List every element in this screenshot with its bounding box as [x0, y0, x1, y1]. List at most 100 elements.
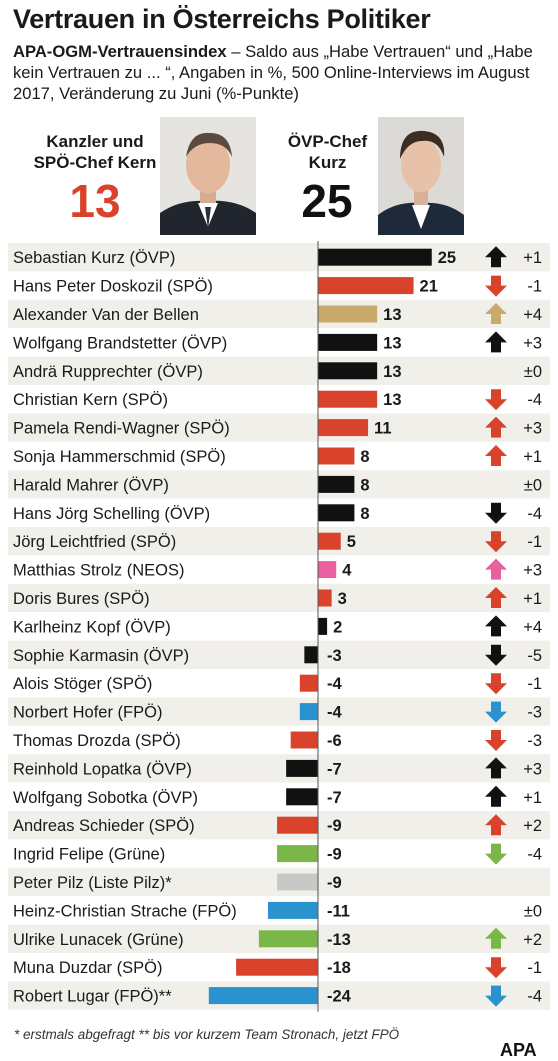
subtitle-bold: APA-OGM-Vertrauensindex: [13, 42, 227, 61]
bar-6: [318, 419, 369, 437]
change-label: +4: [523, 306, 542, 324]
value-label: 8: [360, 476, 369, 494]
change-label: -4: [527, 505, 542, 523]
arrow-down-icon: [485, 701, 507, 723]
change-label: +1: [523, 789, 542, 807]
change-label: +3: [523, 562, 542, 580]
arrow-down-icon: [485, 531, 507, 553]
portrait-left-value: 13: [69, 175, 121, 227]
chart-row-background: [8, 555, 550, 584]
bar-8: [318, 475, 355, 493]
arrow-down-icon: [485, 985, 507, 1007]
bar-17: [290, 731, 318, 749]
arrow-up-icon: [485, 303, 507, 324]
value-label: 13: [383, 306, 401, 324]
portrait-right-label-line2: Kurz: [308, 153, 347, 172]
chart-row-background: [8, 441, 550, 471]
chart-row-background: [8, 612, 550, 641]
bar-1: [318, 277, 414, 295]
bar-9: [318, 504, 355, 522]
change-label: +3: [523, 420, 542, 438]
category-label: Andrä Rupprechter (ÖVP): [13, 363, 203, 381]
value-label: 8: [360, 448, 369, 466]
value-label: -7: [327, 789, 342, 807]
category-label: Doris Bures (SPÖ): [13, 590, 150, 608]
bar-21: [277, 845, 318, 863]
arrow-up-icon: [485, 445, 507, 466]
portrait-right-label-line1: ÖVP-Chef: [287, 132, 368, 151]
bar-18: [286, 759, 318, 777]
arrow-up-icon: [485, 757, 507, 779]
arrow-down-icon: [485, 644, 507, 666]
change-label: +2: [523, 931, 542, 949]
value-label: -18: [327, 959, 351, 977]
change-label: ±0: [524, 363, 542, 381]
category-label: Hans Peter Doskozil (SPÖ): [13, 278, 213, 296]
change-label: -1: [527, 675, 542, 693]
chart-row-background: [8, 754, 550, 783]
value-label: -24: [327, 988, 352, 1006]
arrow-up-icon: [485, 558, 507, 580]
category-label: Wolfgang Sobotka (ÖVP): [13, 789, 198, 807]
category-label: Hans Jörg Schelling (ÖVP): [13, 505, 210, 523]
value-label: -3: [327, 647, 342, 665]
chart-row-background: [8, 725, 550, 755]
change-label: -1: [527, 959, 542, 977]
value-label: 25: [438, 249, 456, 267]
bar-10: [318, 532, 341, 550]
bar-15: [299, 674, 318, 692]
value-label: -13: [327, 931, 351, 949]
category-label: Reinhold Lopatka (ÖVP): [13, 760, 192, 778]
chart-row-background: [8, 356, 550, 385]
bar-22: [277, 873, 318, 891]
arrow-up-icon: [485, 785, 507, 807]
value-label: -11: [327, 902, 350, 920]
category-label: Christian Kern (SPÖ): [13, 391, 168, 409]
arrow-up-icon: [485, 615, 507, 637]
change-label: +1: [523, 249, 542, 267]
value-label: -6: [327, 732, 342, 750]
arrow-up-icon: [485, 814, 507, 836]
change-label: -4: [527, 846, 542, 864]
change-label: ±0: [524, 476, 542, 494]
kurz-portrait-photo: [378, 117, 464, 235]
change-label: -5: [527, 647, 542, 665]
category-label: Robert Lugar (FPÖ)**: [13, 988, 172, 1006]
value-label: -4: [327, 675, 342, 693]
chart-row-background: [8, 271, 550, 300]
change-label: -3: [527, 732, 542, 750]
value-label: 3: [338, 590, 347, 608]
portrait-left-label: Kanzler und SPÖ-Chef Kern: [20, 131, 170, 173]
chart-row-background: [8, 583, 550, 613]
category-label: Pamela Rendi-Wagner (SPÖ): [13, 420, 230, 438]
chart-row-background: [8, 669, 550, 698]
category-label: Sebastian Kurz (ÖVP): [13, 249, 175, 267]
category-label: Matthias Strolz (NEOS): [13, 562, 184, 580]
footnote: * erstmals abgefragt ** bis vor kurzem T…: [14, 1027, 400, 1042]
category-label: Karlheinz Kopf (ÖVP): [13, 618, 171, 636]
category-label: Norbert Hofer (FPÖ): [13, 704, 162, 722]
category-label: Wolfgang Brandstetter (ÖVP): [13, 334, 227, 352]
arrow-down-icon: [485, 843, 507, 865]
value-label: 2: [333, 618, 342, 636]
change-label: +3: [523, 760, 542, 778]
change-label: +3: [523, 334, 542, 352]
bar-5: [318, 390, 378, 408]
arrow-down-icon: [485, 502, 507, 524]
chart-row-background: [8, 527, 550, 556]
category-label: Ingrid Felipe (Grüne): [13, 846, 165, 864]
chart-row-background: [8, 697, 550, 726]
chart-subtitle: APA-OGM-Vertrauensindex – Saldo aus „Hab…: [13, 41, 548, 104]
category-label: Muna Duzdar (SPÖ): [13, 959, 162, 977]
value-label: 21: [420, 278, 438, 296]
chart-row-background: [8, 782, 550, 811]
kern-portrait-photo: [160, 117, 256, 235]
change-label: -1: [527, 533, 542, 551]
bar-12: [318, 589, 332, 607]
arrow-down-icon: [485, 730, 507, 751]
arrow-down-icon: [485, 275, 507, 297]
arrow-up-icon: [485, 246, 507, 268]
change-label: -4: [527, 391, 542, 409]
change-label: -1: [527, 278, 542, 296]
